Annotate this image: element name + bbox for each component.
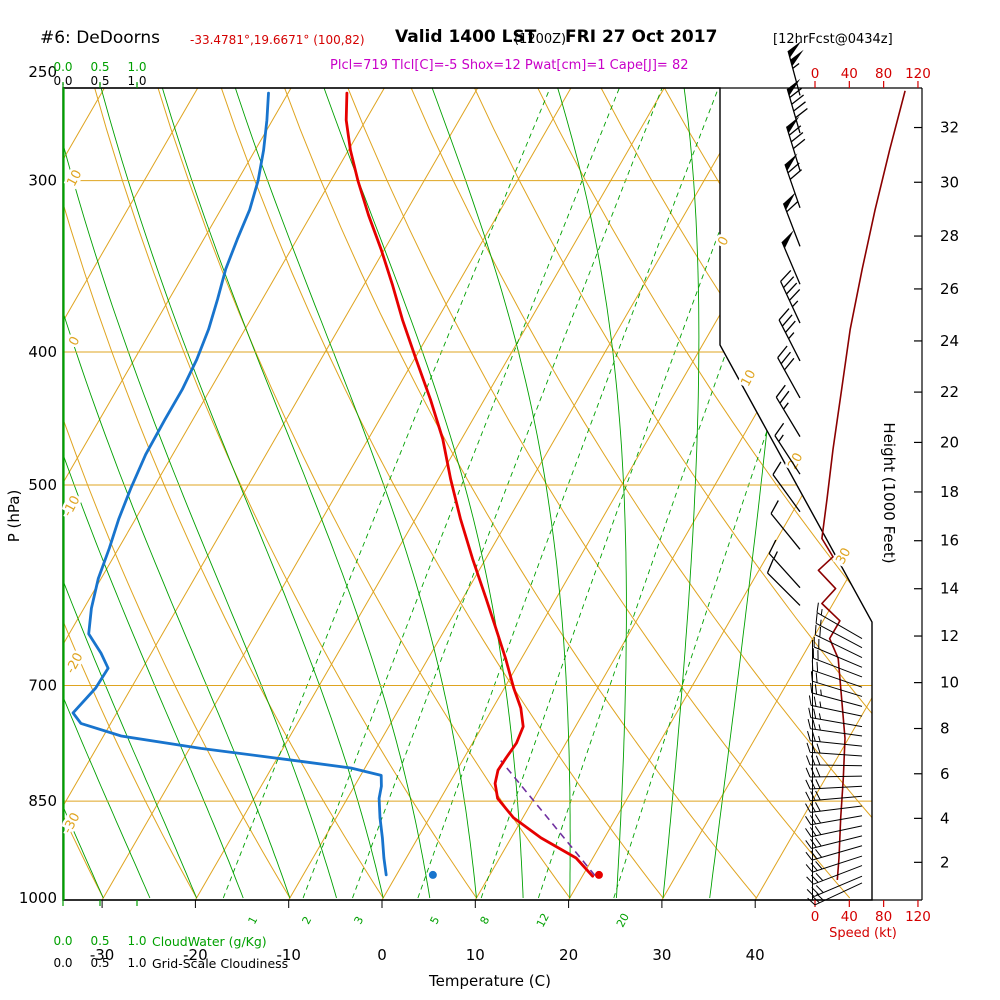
svg-text:-20: -20 bbox=[63, 650, 86, 676]
svg-text:700: 700 bbox=[28, 676, 57, 694]
svg-text:26: 26 bbox=[940, 280, 959, 298]
svg-text:10: 10 bbox=[64, 168, 85, 190]
cloudiness-axis-label: Grid-Scale Cloudiness bbox=[152, 956, 289, 971]
svg-text:0: 0 bbox=[811, 66, 820, 82]
svg-text:0: 0 bbox=[715, 234, 732, 248]
svg-text:28: 28 bbox=[940, 227, 959, 245]
svg-text:32: 32 bbox=[940, 119, 959, 137]
plot-frame bbox=[62, 87, 923, 901]
svg-text:-20: -20 bbox=[183, 946, 208, 964]
svg-text:0.0: 0.0 bbox=[53, 956, 72, 970]
svg-text:0: 0 bbox=[66, 334, 83, 348]
wind-barbs bbox=[766, 41, 863, 906]
pressure-axis-label: P (hPa) bbox=[5, 489, 23, 543]
surface-dewpoint-dot bbox=[428, 870, 437, 879]
svg-text:12: 12 bbox=[534, 911, 552, 929]
svg-text:1.0: 1.0 bbox=[127, 74, 146, 88]
height-axis-label: Height (1000 Feet) bbox=[880, 422, 898, 564]
svg-text:8: 8 bbox=[940, 720, 950, 738]
valid-date: FRI 27 Oct 2017 bbox=[565, 27, 718, 47]
surface-temperature-dot bbox=[594, 870, 603, 879]
svg-text:18: 18 bbox=[940, 483, 959, 501]
cloud-tick-labels: 0.00.00.00.00.50.50.50.51.01.01.01.0 bbox=[53, 60, 146, 970]
svg-text:120: 120 bbox=[905, 909, 931, 925]
temperature-axis-label: Temperature (C) bbox=[429, 972, 551, 990]
svg-text:24: 24 bbox=[940, 332, 959, 350]
parcel-path bbox=[500, 760, 596, 877]
svg-text:20: 20 bbox=[940, 433, 959, 451]
svg-text:250: 250 bbox=[28, 63, 57, 81]
mixing-ratio-lines bbox=[222, 88, 872, 899]
svg-text:5: 5 bbox=[428, 914, 443, 926]
station-coords: -33.4781°,19.6671° (100,82) bbox=[190, 33, 365, 47]
station-title: #6: DeDoorns bbox=[40, 28, 160, 48]
svg-text:80: 80 bbox=[875, 66, 892, 82]
svg-text:1: 1 bbox=[246, 914, 261, 926]
svg-text:10: 10 bbox=[940, 674, 959, 692]
svg-text:40: 40 bbox=[841, 909, 858, 925]
temperature-tick-labels: -30 -20 -10 0 10 20 30 40 bbox=[90, 900, 765, 964]
svg-text:10: 10 bbox=[738, 368, 759, 390]
svg-text:30: 30 bbox=[652, 946, 671, 964]
svg-text:12: 12 bbox=[940, 627, 959, 645]
svg-text:1.0: 1.0 bbox=[127, 60, 146, 74]
svg-text:400: 400 bbox=[28, 343, 57, 361]
svg-text:40: 40 bbox=[746, 946, 765, 964]
svg-text:40: 40 bbox=[841, 66, 858, 82]
svg-text:2: 2 bbox=[300, 914, 315, 926]
svg-text:0.0: 0.0 bbox=[53, 74, 72, 88]
svg-text:14: 14 bbox=[940, 580, 959, 598]
svg-text:10: 10 bbox=[466, 946, 485, 964]
svg-text:500: 500 bbox=[28, 476, 57, 494]
svg-text:4: 4 bbox=[940, 809, 950, 827]
speed-tick-labels: 0 0 40 40 80 80 120 120 bbox=[811, 66, 931, 925]
mixing-ratio-labels: 1 2 3 5 8 12 20 bbox=[244, 909, 634, 931]
forecast-reference: [12hrFcst@0434z] bbox=[773, 32, 893, 47]
svg-text:6: 6 bbox=[940, 765, 950, 783]
wind-speed-profile bbox=[817, 90, 906, 880]
svg-text:1.0: 1.0 bbox=[127, 934, 146, 948]
speed-axis-label: Speed (kt) bbox=[829, 926, 897, 941]
svg-text:30: 30 bbox=[940, 173, 959, 191]
valid-time: Valid 1400 LST bbox=[395, 27, 537, 47]
pressure-tick-labels: 250 300 400 500 700 850 1000 bbox=[19, 63, 57, 907]
svg-text:0.5: 0.5 bbox=[90, 934, 109, 948]
svg-text:16: 16 bbox=[940, 532, 959, 550]
svg-text:20: 20 bbox=[614, 911, 632, 929]
svg-text:8: 8 bbox=[478, 914, 493, 926]
svg-text:850: 850 bbox=[28, 792, 57, 810]
svg-text:3: 3 bbox=[352, 914, 367, 926]
svg-text:300: 300 bbox=[28, 172, 57, 190]
background-lines bbox=[63, 88, 872, 900]
svg-text:0: 0 bbox=[377, 946, 387, 964]
svg-text:22: 22 bbox=[940, 383, 959, 401]
stability-indices: Plcl=719 Tlcl[C]=-5 Shox=12 Pwat[cm]=1 C… bbox=[330, 58, 689, 73]
svg-text:80: 80 bbox=[875, 909, 892, 925]
svg-text:0: 0 bbox=[811, 909, 820, 925]
sounding-curves bbox=[71, 91, 603, 879]
svg-text:1.0: 1.0 bbox=[127, 956, 146, 970]
svg-text:2: 2 bbox=[940, 853, 950, 871]
svg-text:0.5: 0.5 bbox=[90, 956, 109, 970]
svg-text:-10: -10 bbox=[276, 946, 301, 964]
svg-text:120: 120 bbox=[905, 66, 931, 82]
svg-text:1000: 1000 bbox=[19, 889, 57, 907]
svg-text:-30: -30 bbox=[90, 946, 115, 964]
svg-text:0.5: 0.5 bbox=[90, 74, 109, 88]
svg-text:0.5: 0.5 bbox=[90, 60, 109, 74]
svg-text:20: 20 bbox=[559, 946, 578, 964]
svg-text:0.0: 0.0 bbox=[53, 60, 72, 74]
svg-text:0.0: 0.0 bbox=[53, 934, 72, 948]
cloudwater-axis-label: CloudWater (g/Kg) bbox=[152, 934, 267, 949]
svg-text:30: 30 bbox=[833, 546, 854, 568]
dewpoint-curve bbox=[71, 91, 388, 877]
temperature-curve bbox=[344, 91, 594, 878]
valid-time-z: (1200Z) bbox=[514, 32, 567, 47]
